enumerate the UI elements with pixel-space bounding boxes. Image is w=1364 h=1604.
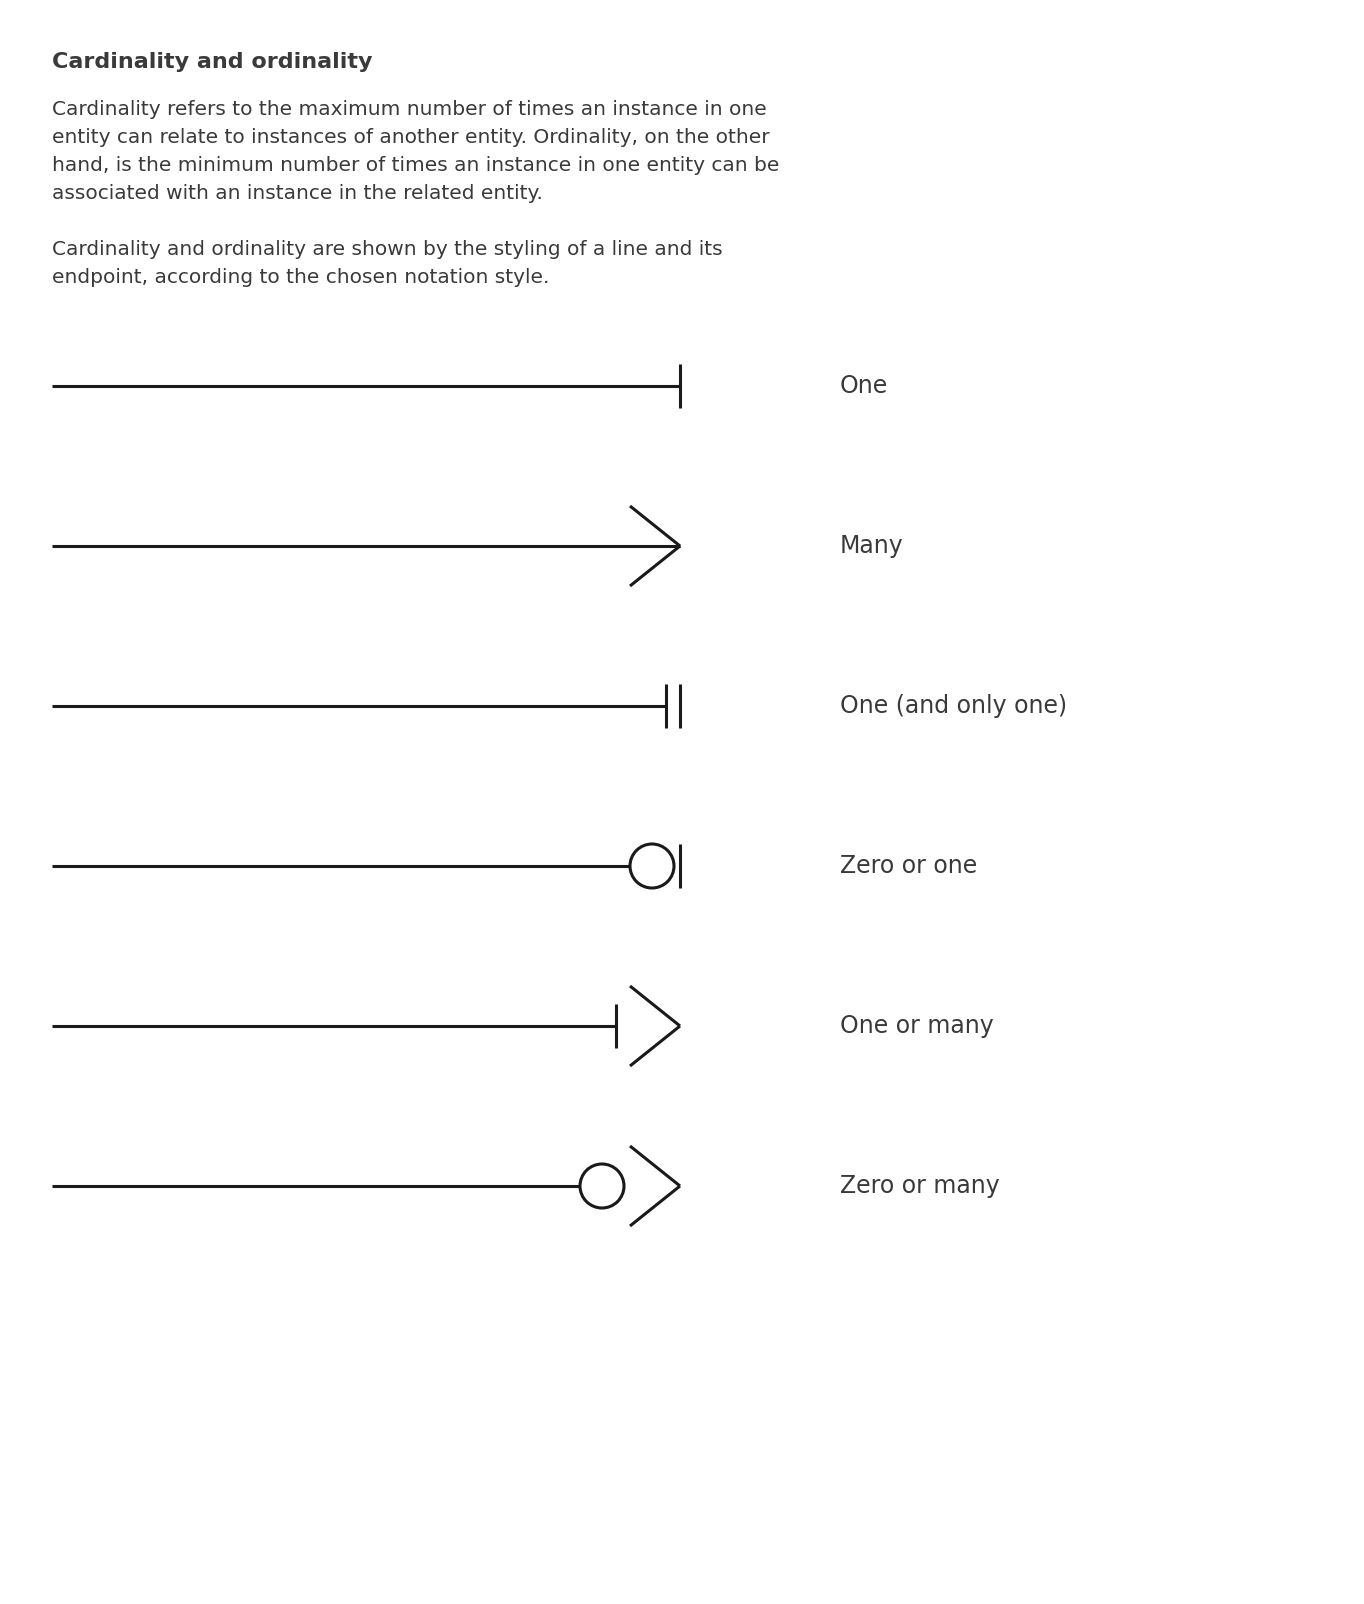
- Text: Many: Many: [840, 534, 904, 558]
- Text: endpoint, according to the chosen notation style.: endpoint, according to the chosen notati…: [52, 268, 550, 287]
- Text: Cardinality and ordinality are shown by the styling of a line and its: Cardinality and ordinality are shown by …: [52, 241, 723, 258]
- Text: One or many: One or many: [840, 1014, 994, 1038]
- Text: Zero or many: Zero or many: [840, 1174, 1000, 1198]
- Text: hand, is the minimum number of times an instance in one entity can be: hand, is the minimum number of times an …: [52, 156, 779, 175]
- Text: Cardinality refers to the maximum number of times an instance in one: Cardinality refers to the maximum number…: [52, 99, 767, 119]
- Text: Cardinality and ordinality: Cardinality and ordinality: [52, 51, 372, 72]
- Text: Zero or one: Zero or one: [840, 853, 977, 877]
- Text: entity can relate to instances of another entity. Ordinality, on the other: entity can relate to instances of anothe…: [52, 128, 769, 148]
- Text: One (and only one): One (and only one): [840, 695, 1067, 719]
- Text: associated with an instance in the related entity.: associated with an instance in the relat…: [52, 184, 543, 204]
- Text: One: One: [840, 374, 888, 398]
